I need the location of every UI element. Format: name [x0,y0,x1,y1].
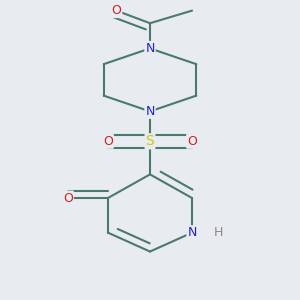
Text: H: H [214,226,223,239]
Text: O: O [111,4,121,17]
Text: O: O [103,135,113,148]
Text: N: N [188,226,197,239]
Text: N: N [145,42,155,55]
Text: O: O [63,191,73,205]
Text: N: N [145,105,155,118]
Text: S: S [146,134,154,148]
Text: O: O [187,135,197,148]
